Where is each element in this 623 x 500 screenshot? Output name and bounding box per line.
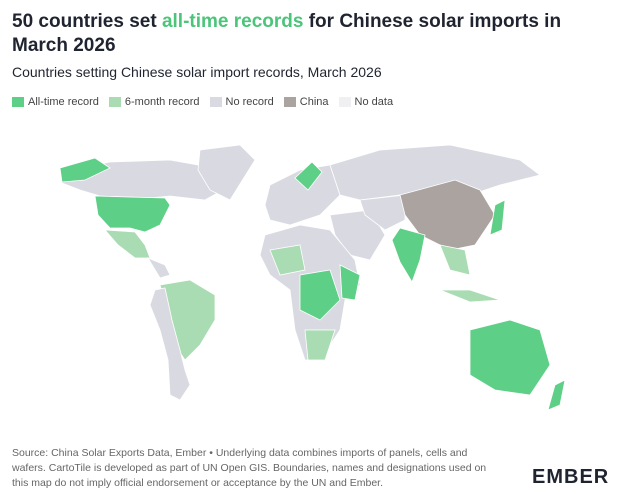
title: 50 countries set all-time records for Ch…: [12, 10, 612, 58]
india: [391, 227, 426, 283]
legend-item: No record: [209, 96, 274, 108]
legend-swatch: [283, 97, 296, 107]
source-note: Source: China Solar Exports Data, Ember …: [12, 447, 487, 489]
legend: All-time record 6-month record No record Ch…: [12, 96, 393, 108]
legend-swatch: [338, 97, 351, 107]
australia: [469, 319, 551, 396]
title-highlight: all-time records: [161, 11, 304, 32]
alaska: [59, 157, 111, 183]
legend-label: All-time record: [28, 96, 99, 108]
east-africa: [339, 264, 361, 301]
west-africa: [269, 244, 306, 276]
central-america: [147, 257, 171, 279]
legend-swatch: [209, 97, 222, 107]
russia: [329, 144, 541, 201]
new-zealand: [547, 379, 566, 411]
legend-swatch: [12, 97, 24, 107]
legend-swatch: [108, 97, 121, 107]
legend-label: China: [299, 96, 329, 108]
subtitle: Countries setting Chinese solar import r…: [12, 64, 382, 80]
legend-item: No data: [338, 96, 394, 108]
world-map: [59, 144, 566, 411]
southern-africa: [304, 329, 336, 361]
legend-item: China: [283, 96, 329, 108]
legend-label: 6-month record: [124, 96, 200, 108]
legend-label: No data: [354, 96, 394, 108]
title-text: for Chinese solar imports in March 2026: [12, 11, 562, 56]
southeast-asia: [439, 244, 471, 276]
usa: [94, 195, 171, 233]
legend-label: No record: [225, 96, 274, 108]
title-text: 50 countries set: [12, 11, 162, 32]
japan: [489, 199, 506, 236]
legend-item: All-time record: [12, 96, 99, 108]
south-america-west: [149, 287, 191, 401]
central-asia: [359, 194, 406, 231]
scandinavia: [294, 161, 323, 191]
indonesia: [439, 289, 501, 303]
central-africa: [299, 269, 341, 321]
greenland: [197, 144, 256, 201]
china: [399, 179, 496, 251]
mexico: [104, 229, 151, 259]
logo: EMBER: [532, 466, 610, 488]
legend-item: 6-month record: [108, 96, 200, 108]
